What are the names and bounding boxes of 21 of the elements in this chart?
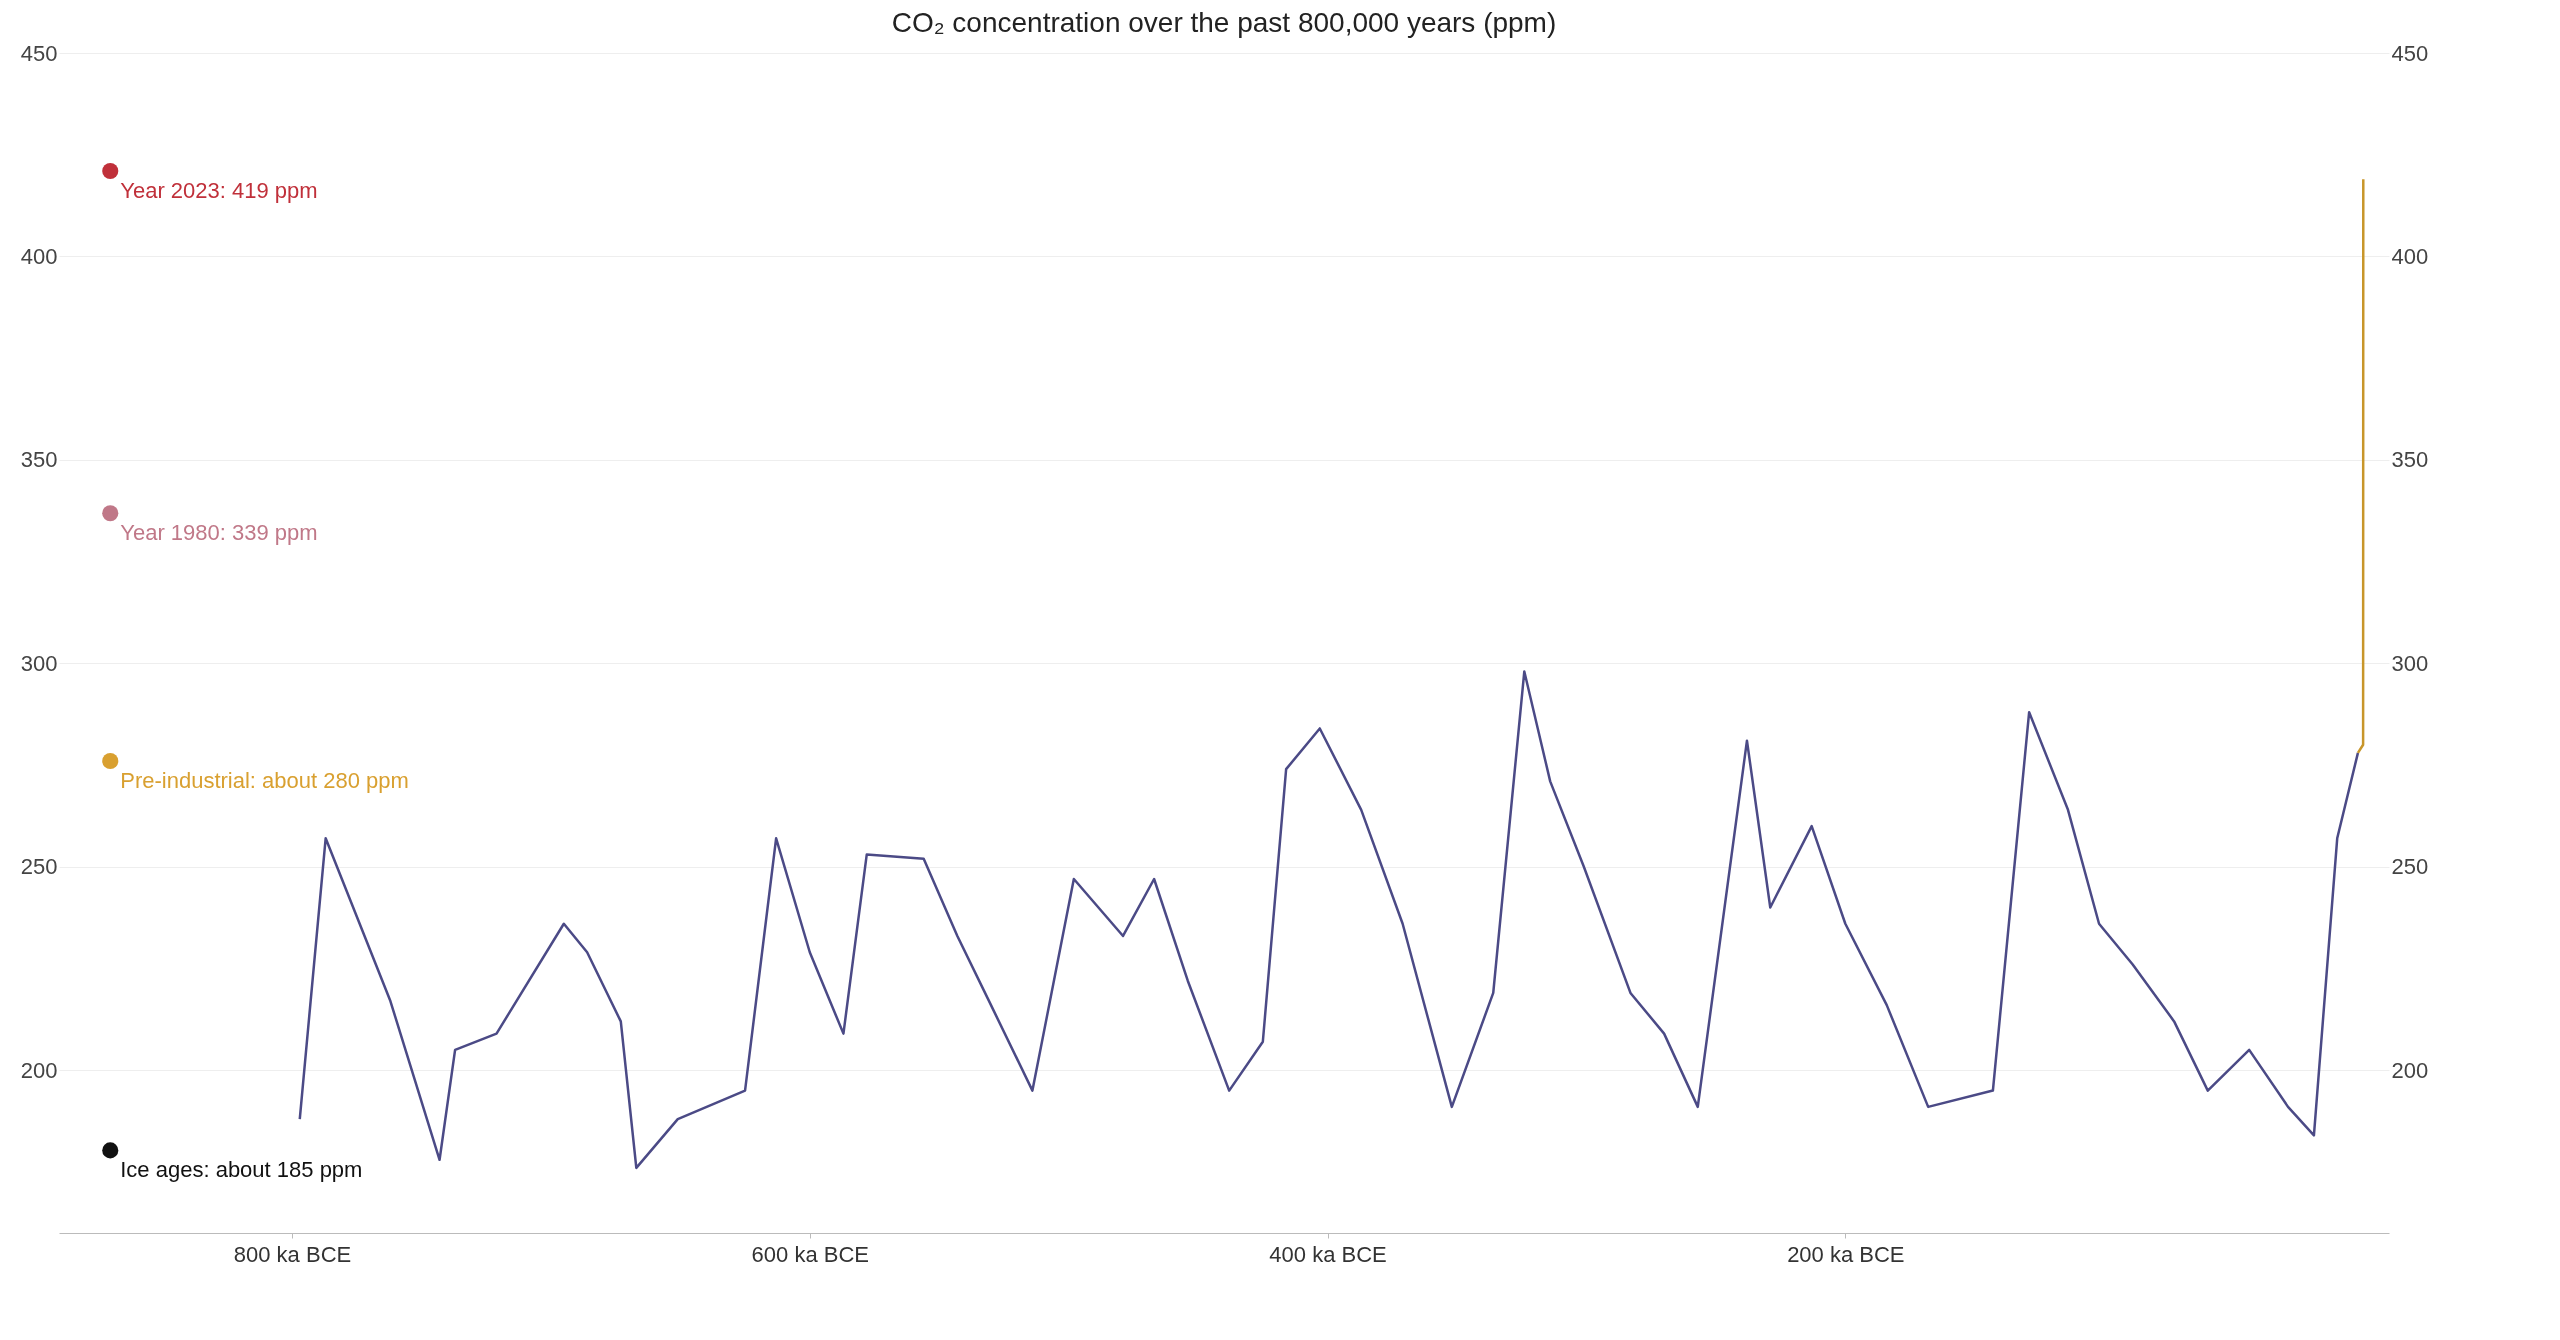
y2-tick-label: 450 (2391, 40, 2429, 66)
y-tick-label: 250 (20, 854, 58, 880)
y2-tick-label: 400 (2391, 243, 2429, 269)
y-tick-label: 450 (20, 40, 58, 66)
y2-tick-label: 300 (2391, 650, 2429, 676)
y2-tick-label: 250 (2391, 854, 2429, 880)
x-tick-label: 400 ka BCE (1269, 1241, 1387, 1267)
y-tick-label: 350 (20, 447, 58, 473)
y-tick-label: 400 (20, 243, 58, 269)
y-tick-label: 300 (20, 650, 58, 676)
annotation: Year 1980: 339 ppm (120, 520, 318, 546)
x-tick-label: 600 ka BCE (751, 1241, 869, 1267)
chart-title: CO₂ concentration over the past 800,000 years (ppm) (891, 7, 1557, 38)
x-tick-label: 800 ka BCE (233, 1241, 352, 1267)
y2-tick-label: 200 (2391, 1057, 2429, 1083)
x-tick-label: 200 ka BCE (1787, 1241, 1905, 1267)
annotation: Ice ages: about 185 ppm (120, 1157, 363, 1183)
annotation: Pre-industrial: about 280 ppm (120, 768, 409, 793)
y2-tick-label: 350 (2391, 447, 2429, 473)
annotation: Year 2023: 419 ppm (120, 178, 318, 203)
y-tick-label: 200 (20, 1057, 58, 1083)
